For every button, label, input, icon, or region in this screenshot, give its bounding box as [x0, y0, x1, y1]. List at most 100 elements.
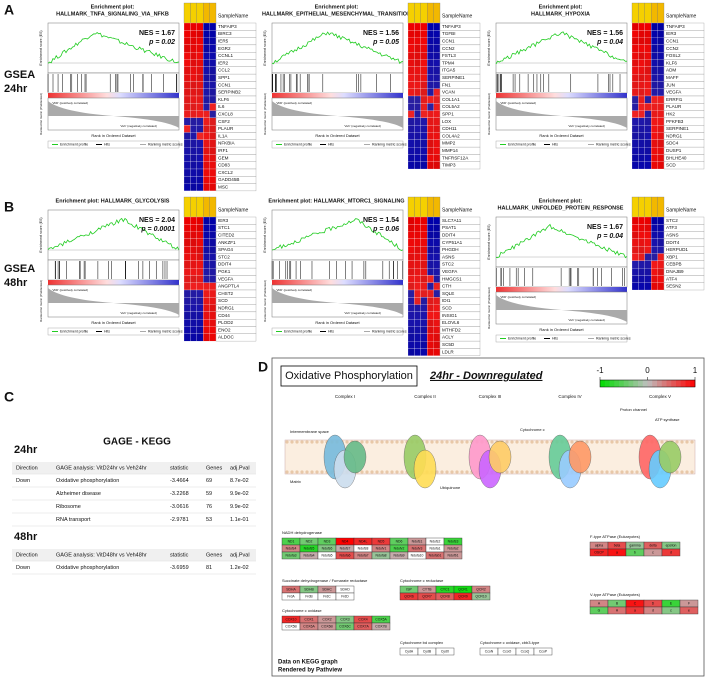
table-cell: 9.9e-02 — [230, 491, 249, 497]
heatmap-cell — [190, 103, 197, 111]
gene-name: LOX — [442, 119, 451, 124]
hits-frame — [271, 72, 404, 94]
heatmap-cell — [190, 216, 197, 225]
section-label: Cytochrome c oxidase — [282, 608, 322, 613]
heatmap-cell — [190, 66, 197, 75]
lipid — [450, 440, 454, 444]
heatmap-cell — [657, 44, 665, 53]
gene-name: SCD — [442, 305, 452, 310]
heatmap-cell — [433, 139, 441, 148]
gene-cell — [439, 161, 481, 170]
heatmap-cell — [190, 59, 197, 67]
neg-label: 'Veh' (negatively correlated) — [568, 124, 605, 128]
heatmap-cell — [203, 139, 210, 148]
heatmap-cell — [420, 282, 428, 291]
heatmap-cell — [407, 253, 415, 261]
gene-name: ATF4 — [666, 276, 677, 281]
gene-name: DDIT4 — [218, 262, 232, 267]
lipid — [610, 470, 614, 474]
gene-name: STC2 — [442, 262, 454, 267]
metric-area — [496, 295, 627, 322]
heatmap-cell — [183, 154, 191, 162]
heatmap-cell — [183, 30, 191, 38]
lipid — [310, 470, 314, 474]
heatmap-cell — [183, 103, 191, 111]
es-curve — [47, 217, 180, 251]
lipid — [460, 470, 464, 474]
heatmap-cell — [414, 341, 421, 349]
heatmap-cell — [433, 37, 441, 45]
lipid — [505, 470, 509, 474]
table-cell: RNA transport — [56, 517, 91, 523]
heatmap-cell — [407, 326, 415, 334]
heatmap-cell — [631, 103, 639, 111]
heatmap-cell — [183, 238, 191, 247]
scale-cell — [638, 380, 644, 387]
gene-name: DUSP1 — [666, 148, 682, 153]
gene-name: CXCL8 — [218, 111, 233, 116]
heatmap-cell — [638, 238, 645, 247]
heatmap-cell — [196, 95, 204, 104]
heatmap-cell — [209, 260, 217, 269]
heatmap-cell — [203, 103, 210, 111]
heatmap-cell — [209, 268, 217, 276]
heatmap-cell — [407, 52, 415, 60]
heatmap-cell — [203, 44, 210, 53]
heatmap-cell — [196, 44, 204, 53]
heatmap-cell — [203, 37, 210, 45]
legend-text: Ranking metric scores — [372, 143, 407, 147]
lipid — [515, 470, 519, 474]
heatmap-cell — [638, 117, 645, 126]
heatmap-cell — [203, 176, 210, 184]
heatmap-cell — [414, 260, 421, 269]
lipid — [390, 470, 394, 474]
heatmap-cell — [209, 103, 217, 111]
lipid — [625, 440, 629, 444]
lipid — [440, 440, 444, 444]
heatmap-cell — [651, 30, 658, 38]
heatmap-cell — [190, 238, 197, 247]
heatmap-cell — [414, 81, 421, 89]
neg-label: 'Veh' (negatively correlated) — [344, 124, 381, 128]
lipid — [620, 440, 624, 444]
es-frame — [271, 22, 404, 74]
gene-name: CYP51A1 — [442, 240, 463, 245]
heatmap-cell — [427, 103, 434, 111]
gene-label: gamma — [629, 543, 640, 547]
complex-shape — [488, 440, 512, 474]
heatmap-cell — [414, 110, 421, 118]
gene-label: Ndufs2 — [430, 539, 441, 543]
lipid — [585, 470, 589, 474]
heatmap-cell — [407, 117, 415, 126]
heatmap-cell — [407, 224, 415, 232]
scale-cell — [680, 380, 686, 387]
gene-name: INSIG1 — [442, 313, 458, 318]
heatmap-cell — [414, 268, 421, 276]
heatmap-cell — [196, 311, 204, 320]
lipid — [370, 440, 374, 444]
place-label: Proton channel — [620, 407, 647, 412]
gene-box — [471, 592, 491, 601]
es-curve — [495, 223, 628, 259]
heatmap-cell — [203, 260, 210, 269]
heatmap-cell — [190, 110, 197, 118]
heatmap-cell — [203, 311, 210, 320]
scale-cell — [690, 380, 696, 387]
complex-shape — [413, 449, 437, 489]
heatmap-cell — [651, 216, 658, 225]
gene-label: Ndufs8 — [358, 546, 369, 550]
heatmap-cell — [203, 147, 210, 155]
heatmap-cell — [433, 22, 441, 31]
heatmap-cell — [427, 52, 434, 60]
heatmap-cell — [433, 154, 441, 162]
scale-cell — [685, 380, 691, 387]
heatmap-cell — [638, 73, 645, 82]
scale-cell — [623, 380, 629, 387]
heatmap-cell — [209, 110, 217, 118]
gene-name: CSF2 — [218, 119, 230, 124]
gene-label: G — [598, 608, 601, 612]
gene-label: ISP — [406, 587, 412, 591]
gene-name: CCL2 — [218, 68, 230, 73]
heatmap-cell — [638, 224, 645, 232]
gene-name: MTHFD2 — [442, 327, 461, 332]
